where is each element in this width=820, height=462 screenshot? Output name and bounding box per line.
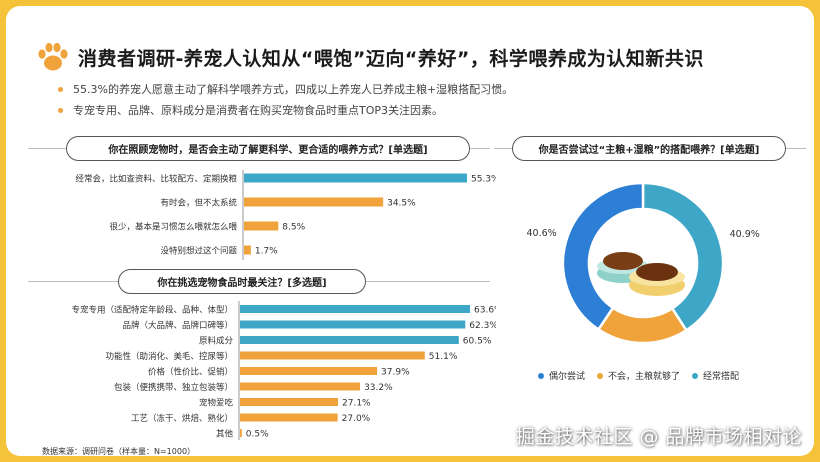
category-label: 其他 — [216, 429, 234, 440]
summary-bullets: 55.3%的养宠人愿意主动了解科学喂养方式，四成以上养宠人已养成主粮+湿粮搭配习… — [58, 79, 513, 121]
bar — [244, 245, 251, 255]
category-label: 经常会，比如查资料、比较配方、定期换粮 — [75, 174, 237, 185]
legend-label: 经常搭配 — [703, 372, 740, 382]
bar — [244, 197, 384, 207]
bar — [240, 413, 338, 422]
value-label: 1.7% — [255, 247, 278, 257]
category-label: 包装（便携携带、独立包装等） — [114, 382, 233, 393]
value-label: 37.9% — [381, 368, 410, 378]
value-label: 62.3% — [469, 321, 496, 331]
legend-swatch — [692, 372, 699, 379]
bar — [240, 320, 466, 329]
value-label: 33.2% — [364, 383, 393, 393]
kibble — [603, 252, 643, 270]
title-row: 消费者调研-养宠人认知从“喂饱”迈向“养好”，科学喂养成为认知新共识 — [36, 42, 704, 72]
value-label: 0.5% — [246, 430, 269, 440]
category-label: 品牌（大品牌、品牌口碑等） — [122, 320, 233, 331]
value-label: 27.0% — [342, 414, 371, 424]
category-label: 很少，基本是习惯怎么喂就怎么喂 — [109, 222, 237, 233]
bar — [240, 429, 242, 437]
slice-value-label: 40.9% — [730, 229, 760, 240]
legend-item: 不会，主粮就够了 — [597, 369, 680, 382]
slice-value-label: 40.6% — [526, 228, 556, 239]
bullet-item: 专宠专用、品牌、原料成分是消费者在购买宠物食品时重点TOP3关注因素。 — [58, 100, 513, 121]
donut-slice — [596, 306, 689, 345]
bar — [240, 367, 378, 375]
category-label: 没特别想过这个问题 — [160, 246, 237, 257]
legend-swatch — [597, 372, 604, 379]
bar — [240, 351, 425, 360]
category-label: 价格（性价比、促销） — [148, 367, 233, 378]
bullet-dot — [58, 108, 63, 113]
page-title: 消费者调研-养宠人认知从“喂饱”迈向“养好”，科学喂养成为认知新共识 — [78, 47, 704, 70]
legend-item: 偶尔尝试 — [538, 369, 585, 382]
value-label: 8.5% — [282, 223, 305, 233]
value-label: 60.5% — [463, 337, 492, 347]
bar — [240, 382, 361, 391]
value-label: 27.1% — [342, 399, 371, 409]
category-label: 专宠专用（适配特定年龄段、品种、体型） — [71, 305, 233, 316]
value-label: 51.1% — [429, 352, 458, 362]
bar-chart-food-factors: 专宠专用（适配特定年龄段、品种、体型） 63.6% 品牌（大品牌、品牌口碑等） 62.… — [71, 301, 496, 440]
bar-chart-feeding-awareness: 经常会，比如查资料、比较配方、定期换粮 55.3% 有时会，但不太系统 34.5% 很少… — [75, 170, 496, 260]
data-source-note: 数据来源：调研问卷（样本量：N=1000） — [42, 447, 196, 456]
pet-bowls-illustration — [597, 252, 685, 296]
report-card: 消费者调研-养宠人认知从“喂饱”迈向“养好”，科学喂养成为认知新共识 55.3%… — [6, 6, 814, 456]
bar — [240, 305, 470, 313]
category-label: 原料成分 — [199, 336, 234, 347]
bullet-text: 专宠专用、品牌、原料成分是消费者在购买宠物食品时重点TOP3关注因素。 — [73, 104, 444, 117]
category-label: 工艺（冻干、烘焙、熟化） — [131, 413, 233, 424]
value-label: 63.6% — [474, 306, 496, 316]
watermark: 掘金技术社区 @ 品牌市场相对论 — [515, 426, 802, 448]
legend-label: 偶尔尝试 — [549, 372, 586, 382]
donut-chart-feeding-mix: 40.9%18.5%40.6% — [526, 181, 760, 345]
value-label: 55.3% — [471, 175, 496, 185]
wet-food — [636, 263, 678, 281]
bar — [244, 221, 279, 231]
bullet-dot — [58, 87, 63, 92]
chart2-title: 你在挑选宠物食品时最关注？[多选题] — [118, 269, 366, 294]
category-label: 宠物爱吃 — [199, 398, 234, 409]
donut-slice — [561, 181, 645, 332]
bar — [240, 336, 459, 344]
bar — [240, 398, 339, 406]
chart1-title: 你在照顾宠物时，是否会主动了解更科学、更合适的喂养方式？[单选题] — [66, 136, 470, 161]
donut-legend: 偶尔尝试 不会，主粮就够了 经常搭配 — [538, 369, 751, 382]
legend-swatch — [538, 372, 544, 379]
legend-item: 经常搭配 — [692, 369, 739, 382]
paw-icon — [38, 42, 68, 71]
legend-label: 不会，主粮就够了 — [608, 372, 681, 382]
bullet-item: 55.3%的养宠人愿意主动了解科学喂养方式，四成以上养宠人已养成主粮+湿粮搭配习… — [58, 79, 513, 100]
category-label: 功能性（助消化、美毛、控尿等） — [105, 351, 233, 362]
bullet-text: 55.3%的养宠人愿意主动了解科学喂养方式，四成以上养宠人已养成主粮+湿粮搭配习… — [73, 83, 514, 96]
donut-slice — [641, 181, 725, 333]
category-label: 有时会，但不太系统 — [160, 198, 237, 209]
bar — [244, 173, 467, 183]
chart3-title: 你是否尝试过“主粮+湿粮”的搭配喂养？[单选题] — [512, 136, 786, 161]
value-label: 34.5% — [387, 199, 416, 209]
